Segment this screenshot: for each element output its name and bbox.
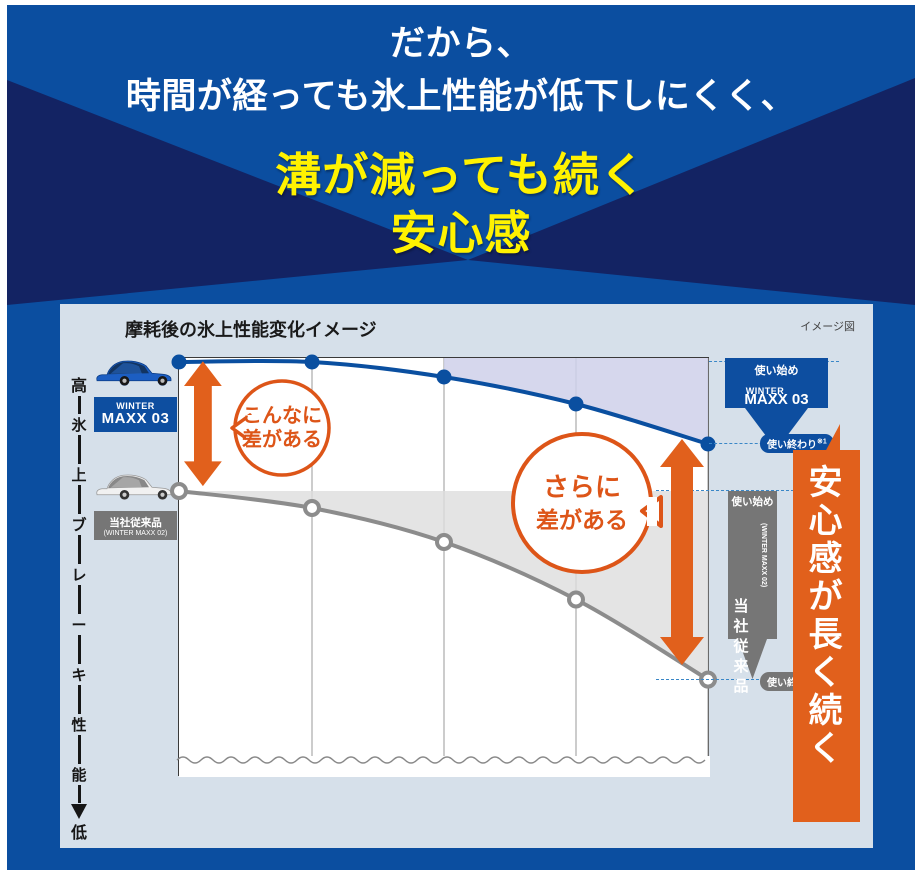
svg-text:使い始め: 使い始め <box>731 495 774 508</box>
svg-text:当: 当 <box>733 597 748 615</box>
svg-text:(WINTER MAXX 02): (WINTER MAXX 02) <box>760 523 767 587</box>
svg-text:社: 社 <box>732 617 748 635</box>
svg-text:MAXX 03: MAXX 03 <box>744 391 808 408</box>
svg-text:使い始め: 使い始め <box>754 363 799 377</box>
svg-text:従: 従 <box>732 637 749 655</box>
svg-text:来: 来 <box>732 657 749 675</box>
svg-text:品: 品 <box>733 678 748 695</box>
